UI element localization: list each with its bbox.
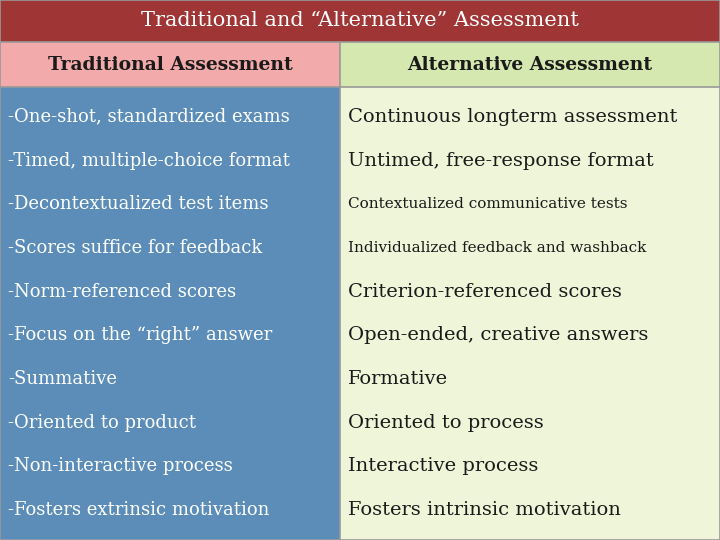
Text: -Decontextualized test items: -Decontextualized test items — [8, 195, 269, 213]
Text: Formative: Formative — [348, 370, 448, 388]
Text: Continuous longterm assessment: Continuous longterm assessment — [348, 108, 678, 126]
Text: -One-shot, standardized exams: -One-shot, standardized exams — [8, 108, 289, 126]
Text: Fosters intrinsic motivation: Fosters intrinsic motivation — [348, 501, 621, 519]
Text: -Summative: -Summative — [8, 370, 117, 388]
Text: Alternative Assessment: Alternative Assessment — [408, 56, 652, 73]
Text: -Oriented to product: -Oriented to product — [8, 414, 196, 432]
Text: Untimed, free-response format: Untimed, free-response format — [348, 152, 654, 170]
FancyBboxPatch shape — [0, 87, 340, 540]
Text: Interactive process: Interactive process — [348, 457, 539, 475]
FancyBboxPatch shape — [340, 42, 720, 87]
Text: Oriented to process: Oriented to process — [348, 414, 544, 432]
Text: -Non-interactive process: -Non-interactive process — [8, 457, 233, 475]
Text: Open-ended, creative answers: Open-ended, creative answers — [348, 326, 649, 345]
Text: -Fosters extrinsic motivation: -Fosters extrinsic motivation — [8, 501, 269, 519]
Text: Contextualized communicative tests: Contextualized communicative tests — [348, 197, 628, 211]
Text: Criterion-referenced scores: Criterion-referenced scores — [348, 282, 622, 301]
Text: -Scores suffice for feedback: -Scores suffice for feedback — [8, 239, 262, 257]
Text: Traditional Assessment: Traditional Assessment — [48, 56, 292, 73]
FancyBboxPatch shape — [0, 0, 720, 42]
FancyBboxPatch shape — [340, 87, 720, 540]
Text: -Norm-referenced scores: -Norm-referenced scores — [8, 282, 236, 301]
Text: -Focus on the “right” answer: -Focus on the “right” answer — [8, 326, 272, 345]
Text: Traditional and “Alternative” Assessment: Traditional and “Alternative” Assessment — [141, 11, 579, 30]
Text: Individualized feedback and washback: Individualized feedback and washback — [348, 241, 647, 255]
FancyBboxPatch shape — [0, 42, 340, 87]
Text: -Timed, multiple-choice format: -Timed, multiple-choice format — [8, 152, 290, 170]
